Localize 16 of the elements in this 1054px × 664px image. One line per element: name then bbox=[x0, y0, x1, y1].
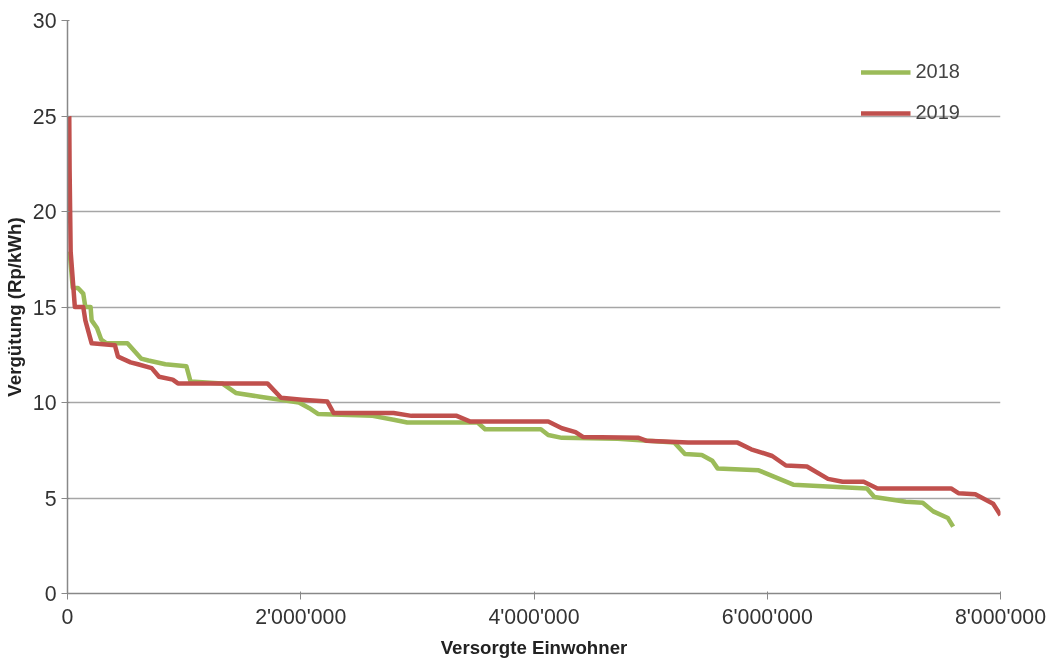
y-tick-label: 15 bbox=[32, 295, 57, 320]
legend-label: 2018 bbox=[915, 60, 960, 83]
x-tick-label: 8'000'000 bbox=[954, 604, 1047, 629]
y-tick-label: 5 bbox=[44, 486, 57, 511]
y-tick-label: 20 bbox=[32, 200, 57, 224]
x-tick-label: 6'000'000 bbox=[721, 604, 813, 629]
y-tick-label: 10 bbox=[32, 391, 57, 415]
x-axis-title: Versorgte Einwohner bbox=[440, 636, 628, 658]
y-tick-label: 25 bbox=[32, 104, 57, 129]
y-tick-label: 30 bbox=[32, 9, 57, 33]
x-tick-label: 2'000'000 bbox=[255, 604, 347, 629]
x-tick-label: 4'000'000 bbox=[488, 604, 580, 629]
y-tick-label: 0 bbox=[44, 582, 57, 606]
legend-label: 2019 bbox=[915, 101, 960, 124]
x-tick-label: 0 bbox=[61, 604, 74, 629]
y-axis-title: Vergütung (Rp/kWh) bbox=[3, 217, 25, 397]
